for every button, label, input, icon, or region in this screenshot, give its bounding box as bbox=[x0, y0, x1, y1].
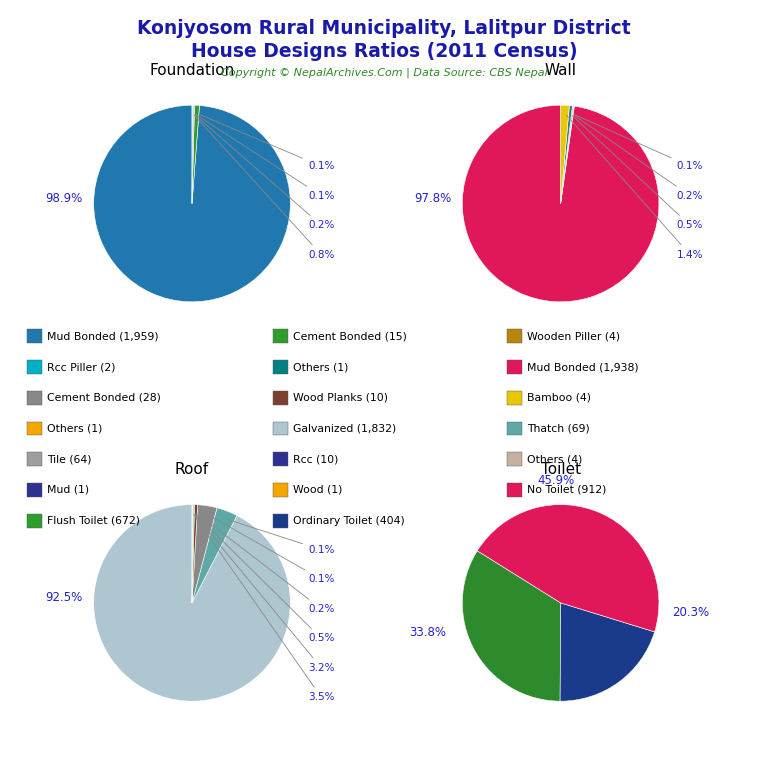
Text: 0.2%: 0.2% bbox=[574, 115, 703, 200]
Text: Mud Bonded (1,959): Mud Bonded (1,959) bbox=[47, 331, 158, 342]
Wedge shape bbox=[192, 505, 217, 603]
Text: Rcc Piller (2): Rcc Piller (2) bbox=[47, 362, 115, 372]
Text: 0.2%: 0.2% bbox=[195, 115, 334, 230]
Text: 45.9%: 45.9% bbox=[537, 474, 574, 486]
Text: Ordinary Toilet (404): Ordinary Toilet (404) bbox=[293, 515, 405, 526]
Text: Cement Bonded (28): Cement Bonded (28) bbox=[47, 392, 161, 403]
Wedge shape bbox=[560, 603, 654, 701]
Text: 1.4%: 1.4% bbox=[567, 115, 703, 260]
Text: Thatch (69): Thatch (69) bbox=[527, 423, 590, 434]
Text: 33.8%: 33.8% bbox=[409, 626, 446, 639]
Text: Konjyosom Rural Municipality, Lalitpur District: Konjyosom Rural Municipality, Lalitpur D… bbox=[137, 19, 631, 38]
Text: House Designs Ratios (2011 Census): House Designs Ratios (2011 Census) bbox=[190, 42, 578, 61]
Wedge shape bbox=[477, 505, 659, 632]
Text: Bamboo (4): Bamboo (4) bbox=[527, 392, 591, 403]
Wedge shape bbox=[192, 105, 194, 204]
Wedge shape bbox=[561, 106, 574, 204]
Title: Roof: Roof bbox=[175, 462, 209, 478]
Text: No Toilet (912): No Toilet (912) bbox=[527, 485, 606, 495]
Wedge shape bbox=[561, 106, 572, 204]
Text: Wood Planks (10): Wood Planks (10) bbox=[293, 392, 388, 403]
Text: 3.2%: 3.2% bbox=[194, 515, 335, 673]
Wedge shape bbox=[192, 505, 194, 603]
Text: Wood (1): Wood (1) bbox=[293, 485, 342, 495]
Text: 0.2%: 0.2% bbox=[198, 515, 334, 614]
Text: 0.1%: 0.1% bbox=[199, 114, 334, 171]
Title: Foundation: Foundation bbox=[149, 63, 235, 78]
Text: 0.5%: 0.5% bbox=[196, 515, 334, 644]
Wedge shape bbox=[192, 105, 194, 204]
Text: Mud (1): Mud (1) bbox=[47, 485, 89, 495]
Text: 20.3%: 20.3% bbox=[672, 606, 709, 619]
Text: 3.5%: 3.5% bbox=[194, 515, 335, 702]
Wedge shape bbox=[192, 105, 200, 204]
Text: Mud Bonded (1,938): Mud Bonded (1,938) bbox=[527, 362, 638, 372]
Title: Toilet: Toilet bbox=[541, 462, 581, 478]
Wedge shape bbox=[192, 508, 237, 603]
Text: 0.1%: 0.1% bbox=[227, 519, 334, 554]
Wedge shape bbox=[462, 551, 561, 701]
Text: Cement Bonded (15): Cement Bonded (15) bbox=[293, 331, 406, 342]
Wedge shape bbox=[462, 105, 659, 302]
Text: 0.1%: 0.1% bbox=[575, 115, 703, 171]
Title: Wall: Wall bbox=[545, 63, 577, 78]
Text: 97.8%: 97.8% bbox=[414, 192, 452, 205]
Text: 0.8%: 0.8% bbox=[194, 115, 334, 260]
Text: Rcc (10): Rcc (10) bbox=[293, 454, 338, 465]
Wedge shape bbox=[561, 106, 574, 204]
Text: Tile (64): Tile (64) bbox=[47, 454, 91, 465]
Wedge shape bbox=[94, 505, 290, 701]
Text: 0.5%: 0.5% bbox=[572, 115, 703, 230]
Text: Galvanized (1,832): Galvanized (1,832) bbox=[293, 423, 396, 434]
Text: Others (1): Others (1) bbox=[293, 362, 348, 372]
Text: Wooden Piller (4): Wooden Piller (4) bbox=[527, 331, 620, 342]
Text: 0.1%: 0.1% bbox=[196, 114, 334, 200]
Text: Others (1): Others (1) bbox=[47, 423, 102, 434]
Wedge shape bbox=[192, 505, 197, 603]
Text: Flush Toilet (672): Flush Toilet (672) bbox=[47, 515, 140, 526]
Wedge shape bbox=[561, 105, 569, 204]
Text: 92.5%: 92.5% bbox=[45, 591, 83, 604]
Text: Copyright © NepalArchives.Com | Data Source: CBS Nepal: Copyright © NepalArchives.Com | Data Sou… bbox=[220, 68, 548, 78]
Wedge shape bbox=[94, 105, 290, 302]
Text: 0.1%: 0.1% bbox=[209, 515, 334, 584]
Text: Others (4): Others (4) bbox=[527, 454, 582, 465]
Wedge shape bbox=[192, 505, 194, 603]
Text: 98.9%: 98.9% bbox=[45, 192, 83, 205]
